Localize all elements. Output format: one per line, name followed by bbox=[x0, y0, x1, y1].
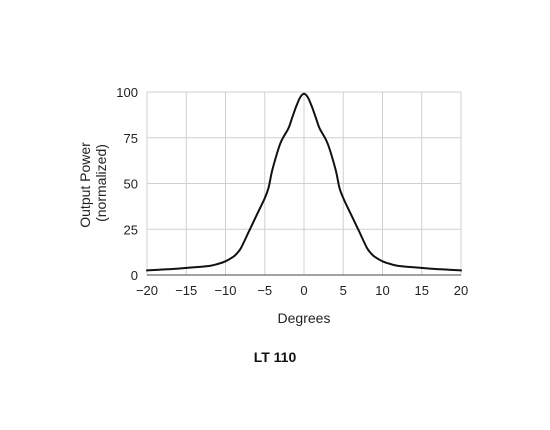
y-tick-label: 75 bbox=[124, 131, 138, 146]
x-tick-label: −20 bbox=[136, 283, 158, 298]
grid-lines bbox=[146, 91, 462, 276]
x-tick-label: 0 bbox=[300, 283, 307, 298]
axis-ticks: −20 −15 −10 −5 0 5 10 15 20 0 25 50 75 100 bbox=[116, 85, 468, 298]
y-axis-title: Output Power (normalized) bbox=[77, 138, 109, 228]
y-tick-label: 100 bbox=[116, 85, 138, 100]
y-axis-title-line-2: (normalized) bbox=[93, 144, 109, 222]
y-tick-label: 25 bbox=[124, 222, 138, 237]
x-tick-label: 20 bbox=[454, 283, 468, 298]
y-axis-title-line-1: Output Power bbox=[77, 142, 93, 228]
y-tick-label: 0 bbox=[131, 268, 138, 283]
chart-title: LT 110 bbox=[253, 349, 297, 365]
x-axis-title: Degrees bbox=[278, 310, 331, 326]
y-tick-label: 50 bbox=[124, 177, 138, 192]
x-tick-label: 10 bbox=[375, 283, 389, 298]
x-tick-label: −5 bbox=[257, 283, 272, 298]
x-tick-label: −10 bbox=[214, 283, 236, 298]
x-tick-label: −15 bbox=[175, 283, 197, 298]
x-tick-label: 15 bbox=[415, 283, 429, 298]
x-tick-label: 5 bbox=[340, 283, 347, 298]
output-power-curve bbox=[146, 92, 462, 272]
